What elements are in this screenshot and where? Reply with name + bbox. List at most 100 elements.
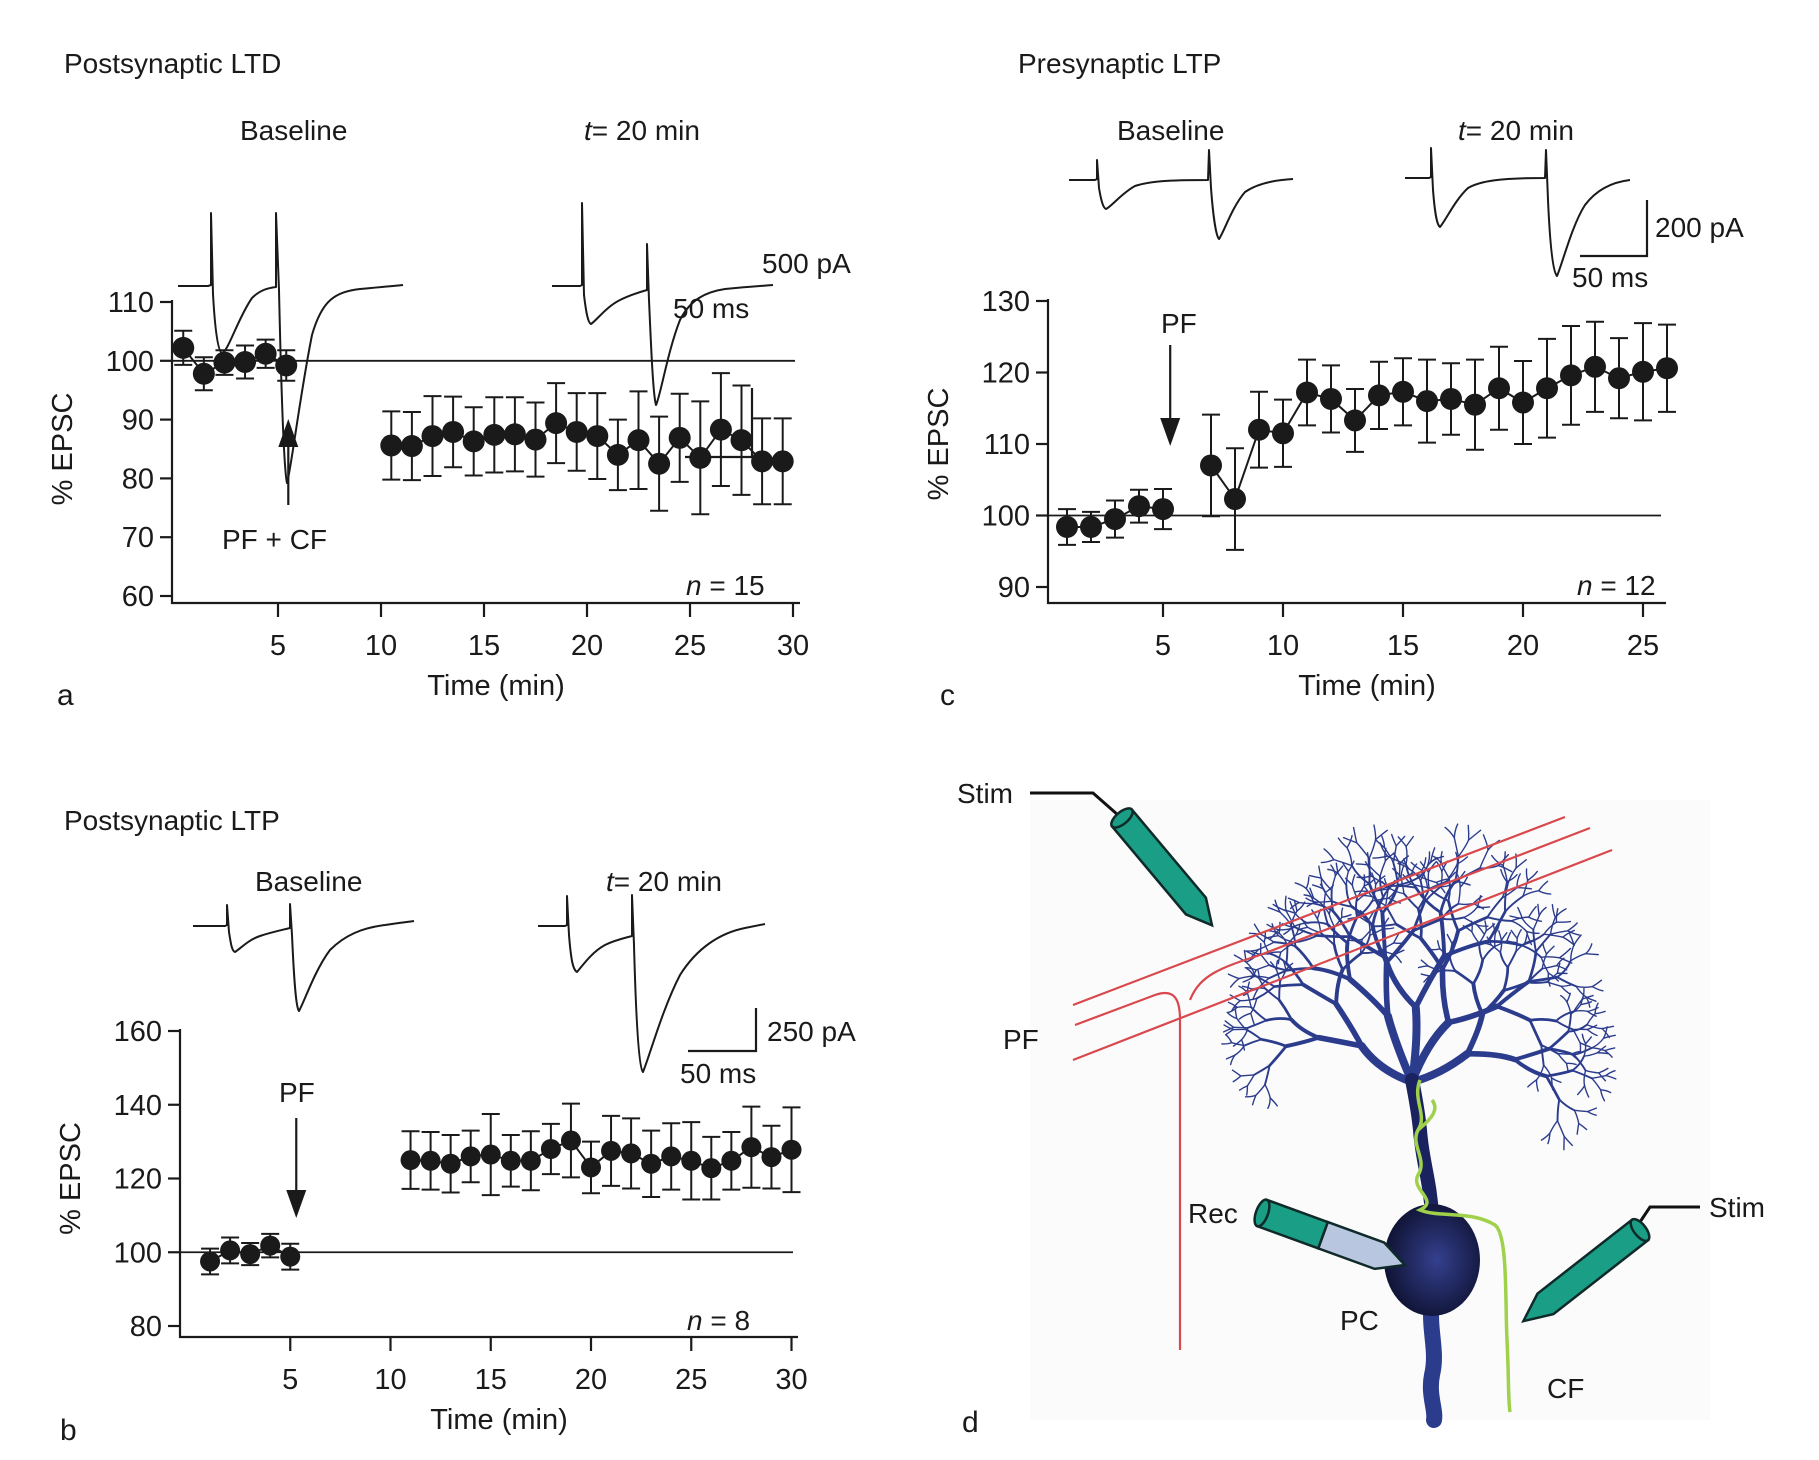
dendrite-branch (1266, 951, 1282, 955)
panel-b-xtick-label: 5 (282, 1364, 298, 1396)
dendrite-branch (1562, 929, 1575, 938)
data-point (1440, 387, 1462, 410)
dendrite-branch (1373, 923, 1398, 928)
dendrite-branch (1245, 948, 1260, 952)
data-point (421, 425, 444, 448)
panel-a-chart: 60 70 80 90 100 110 5 10 15 20 25 30 Time (min) % EPS… (47, 287, 809, 702)
dendrite-branch (1471, 959, 1484, 986)
dendrite-branch (1229, 994, 1241, 1002)
dendrite-branch (1576, 1085, 1586, 1096)
dendrite-branch (1464, 1051, 1518, 1063)
dendrite-branch (1526, 870, 1539, 882)
climbing-fiber (1414, 1079, 1512, 1413)
data-point (581, 1157, 601, 1178)
data-point (761, 1147, 782, 1168)
dendrite-branch (1269, 929, 1280, 940)
panel-c-ytick-label: 100 (982, 501, 1030, 533)
data-point (480, 1144, 501, 1165)
data-point (721, 1150, 742, 1171)
panel-b-xtick-label: 25 (675, 1364, 707, 1396)
dendrite-branch (1581, 1033, 1587, 1045)
data-point (1632, 360, 1654, 383)
dendrite-branch (1356, 875, 1372, 879)
dendrite-branch (1326, 923, 1349, 945)
dendrite-branch (1451, 935, 1459, 945)
dendrite-branch (1255, 964, 1270, 971)
panel-c-ytick-label: 90 (998, 572, 1030, 604)
panel-b-ytick-label: 80 (130, 1311, 162, 1343)
dendrite-branch (1476, 924, 1485, 935)
dendrite-branch (1272, 903, 1287, 912)
stim-electrode-right[interactable] (1515, 1216, 1652, 1331)
panel-b-ytick-label: 140 (114, 1090, 162, 1122)
dendrite-branch (1602, 1034, 1616, 1039)
parallel-fiber-3 (1072, 848, 1613, 1062)
dendrite-branch (1405, 835, 1415, 848)
dendrite-branch (1428, 970, 1441, 977)
data-point (545, 412, 568, 435)
panel-b-ytick-label: 100 (114, 1237, 162, 1269)
dendrite-branch (1250, 997, 1258, 1015)
dendrite-branch (1275, 959, 1279, 971)
dendrite-branch (1271, 923, 1280, 937)
dendrite-branch (1427, 965, 1441, 972)
data-point (1536, 377, 1558, 400)
dendrite-branch (1494, 923, 1500, 934)
panel-c-baseline-trace (1069, 149, 1294, 240)
dendrite-branch (1402, 892, 1420, 910)
data-point (1296, 381, 1318, 404)
panel-c-axes (1046, 299, 1666, 605)
dendrite-branch (1528, 1018, 1543, 1047)
panel-b-n-label: n = 8 (687, 1305, 750, 1336)
dendrite-branch (1223, 1024, 1234, 1031)
panel-b-xtick-label: 30 (775, 1364, 807, 1396)
dendrite-branch (1264, 1017, 1293, 1022)
stim-electrode-top[interactable] (1108, 805, 1222, 934)
dendrite-branch (1374, 829, 1388, 841)
dendrite-branch (1599, 1089, 1612, 1094)
dendrite-branch (1309, 887, 1315, 899)
data-point (254, 342, 277, 365)
recording-electrode[interactable] (1252, 1198, 1410, 1278)
dendrite-branch (1277, 951, 1282, 965)
data-point (1560, 364, 1582, 387)
dendrite-branch (1264, 1083, 1271, 1099)
dendrite-branch (1447, 876, 1451, 902)
dendrite-branch (1440, 928, 1461, 972)
dendrite-branch (1556, 1120, 1565, 1138)
dendrite-branch (1247, 1019, 1268, 1029)
dendrite-branch (1453, 837, 1460, 858)
dendrite-branch (1419, 861, 1430, 873)
dendrite-branch (1586, 1024, 1603, 1030)
dendrite-branch (1305, 876, 1310, 890)
dendrite-branch (1537, 890, 1552, 895)
data-point (400, 1150, 421, 1171)
dendrite-branch (1331, 874, 1337, 892)
data-point (1464, 393, 1486, 416)
data-point (172, 336, 195, 359)
dendrite-branch (1240, 1027, 1249, 1041)
panel-c-xlabel: Time (min) (1298, 670, 1435, 702)
parallel-fiber-1 (1072, 815, 1566, 1007)
panel-c-scale-time: 50 ms (1572, 262, 1648, 293)
dendrite-branch (1255, 985, 1276, 1000)
data-point (621, 1143, 642, 1164)
dendrite-branch (1289, 901, 1300, 910)
dendrite-branch (1345, 941, 1352, 982)
data-point (1512, 391, 1534, 414)
dendrite-branch (1598, 1067, 1609, 1074)
panel-a-ytick-label: 100 (106, 346, 154, 378)
dendrite-branch (1515, 859, 1527, 869)
dendrite-branch (1556, 957, 1565, 967)
panel-b-scale-amplitude: 250 pA (767, 1016, 856, 1047)
panel-a-title: Postsynaptic LTD (64, 48, 281, 79)
dendrite-branch (1287, 897, 1300, 904)
dendrite-branch (1544, 1069, 1574, 1078)
data-point (1344, 409, 1366, 432)
dendrite-branch (1490, 944, 1501, 953)
dendrite-branch (1506, 940, 1517, 944)
dendrite-branch (1341, 951, 1363, 971)
dendrite-branch (1584, 1036, 1592, 1045)
dendrite-branch (1541, 953, 1548, 970)
